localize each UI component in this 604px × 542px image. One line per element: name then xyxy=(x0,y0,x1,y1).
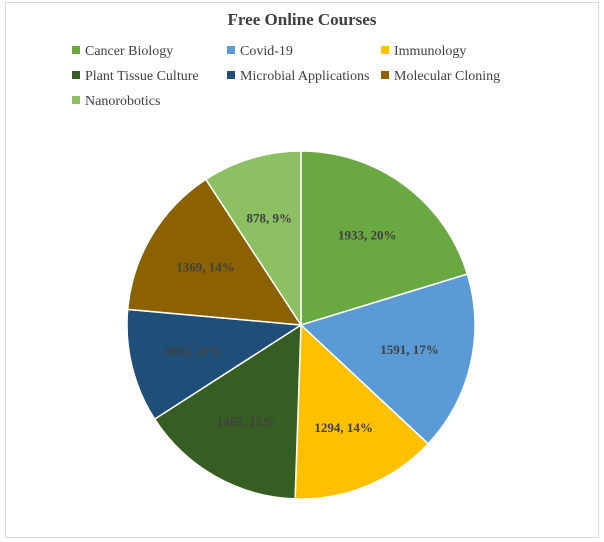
legend-swatch xyxy=(381,71,389,79)
pie-slice-cancer-biology xyxy=(300,150,469,327)
legend-item-plant-tissue-culture: Plant Tissue Culture xyxy=(72,69,199,85)
legend-item-cancer-biology: Cancer Biology xyxy=(72,44,173,60)
data-label: 1465, 15% xyxy=(217,414,276,429)
legend-label: Nanorobotics xyxy=(85,94,161,109)
legend-item-nanorobotics: Nanorobotics xyxy=(72,94,160,110)
pie-slice-plant-tissue-culture xyxy=(153,323,302,500)
pie-slice-molecular-cloning xyxy=(126,178,303,326)
data-label: 1294, 14% xyxy=(314,420,373,435)
legend-label: Microbial Applications xyxy=(240,69,370,84)
legend-label: Immunology xyxy=(394,44,467,59)
legend-item-immunology: Immunology xyxy=(381,44,466,60)
legend-swatch xyxy=(227,71,235,79)
legend-swatch xyxy=(72,71,80,79)
pie-slice-immunology xyxy=(294,323,430,500)
data-label: 878, 9% xyxy=(246,210,292,225)
legend-label: Covid-19 xyxy=(240,44,293,59)
data-label: 1933, 20% xyxy=(338,227,397,242)
legend-item-microbial-applications: Microbial Applications xyxy=(227,69,369,85)
legend-swatch xyxy=(381,46,389,54)
data-label: 1369, 14% xyxy=(176,260,235,275)
legend-swatch xyxy=(72,46,80,54)
pie-slice-microbial-applications xyxy=(126,308,304,421)
pie-slice-nanorobotics xyxy=(204,150,302,328)
chart-title: Free Online Courses xyxy=(227,10,377,29)
legend-item-molecular-cloning: Molecular Cloning xyxy=(381,69,500,85)
legend-label: Plant Tissue Culture xyxy=(85,69,199,84)
data-label: 1003, 11% xyxy=(164,344,222,359)
legend-swatch xyxy=(227,46,235,54)
legend-label: Cancer Biology xyxy=(85,44,174,59)
pie-slice-covid-19 xyxy=(299,273,476,445)
legend-label: Molecular Cloning xyxy=(394,69,501,84)
legend-swatch xyxy=(72,96,80,104)
legend-item-covid-19: Covid-19 xyxy=(227,44,293,60)
data-label: 1591, 17% xyxy=(380,342,439,357)
